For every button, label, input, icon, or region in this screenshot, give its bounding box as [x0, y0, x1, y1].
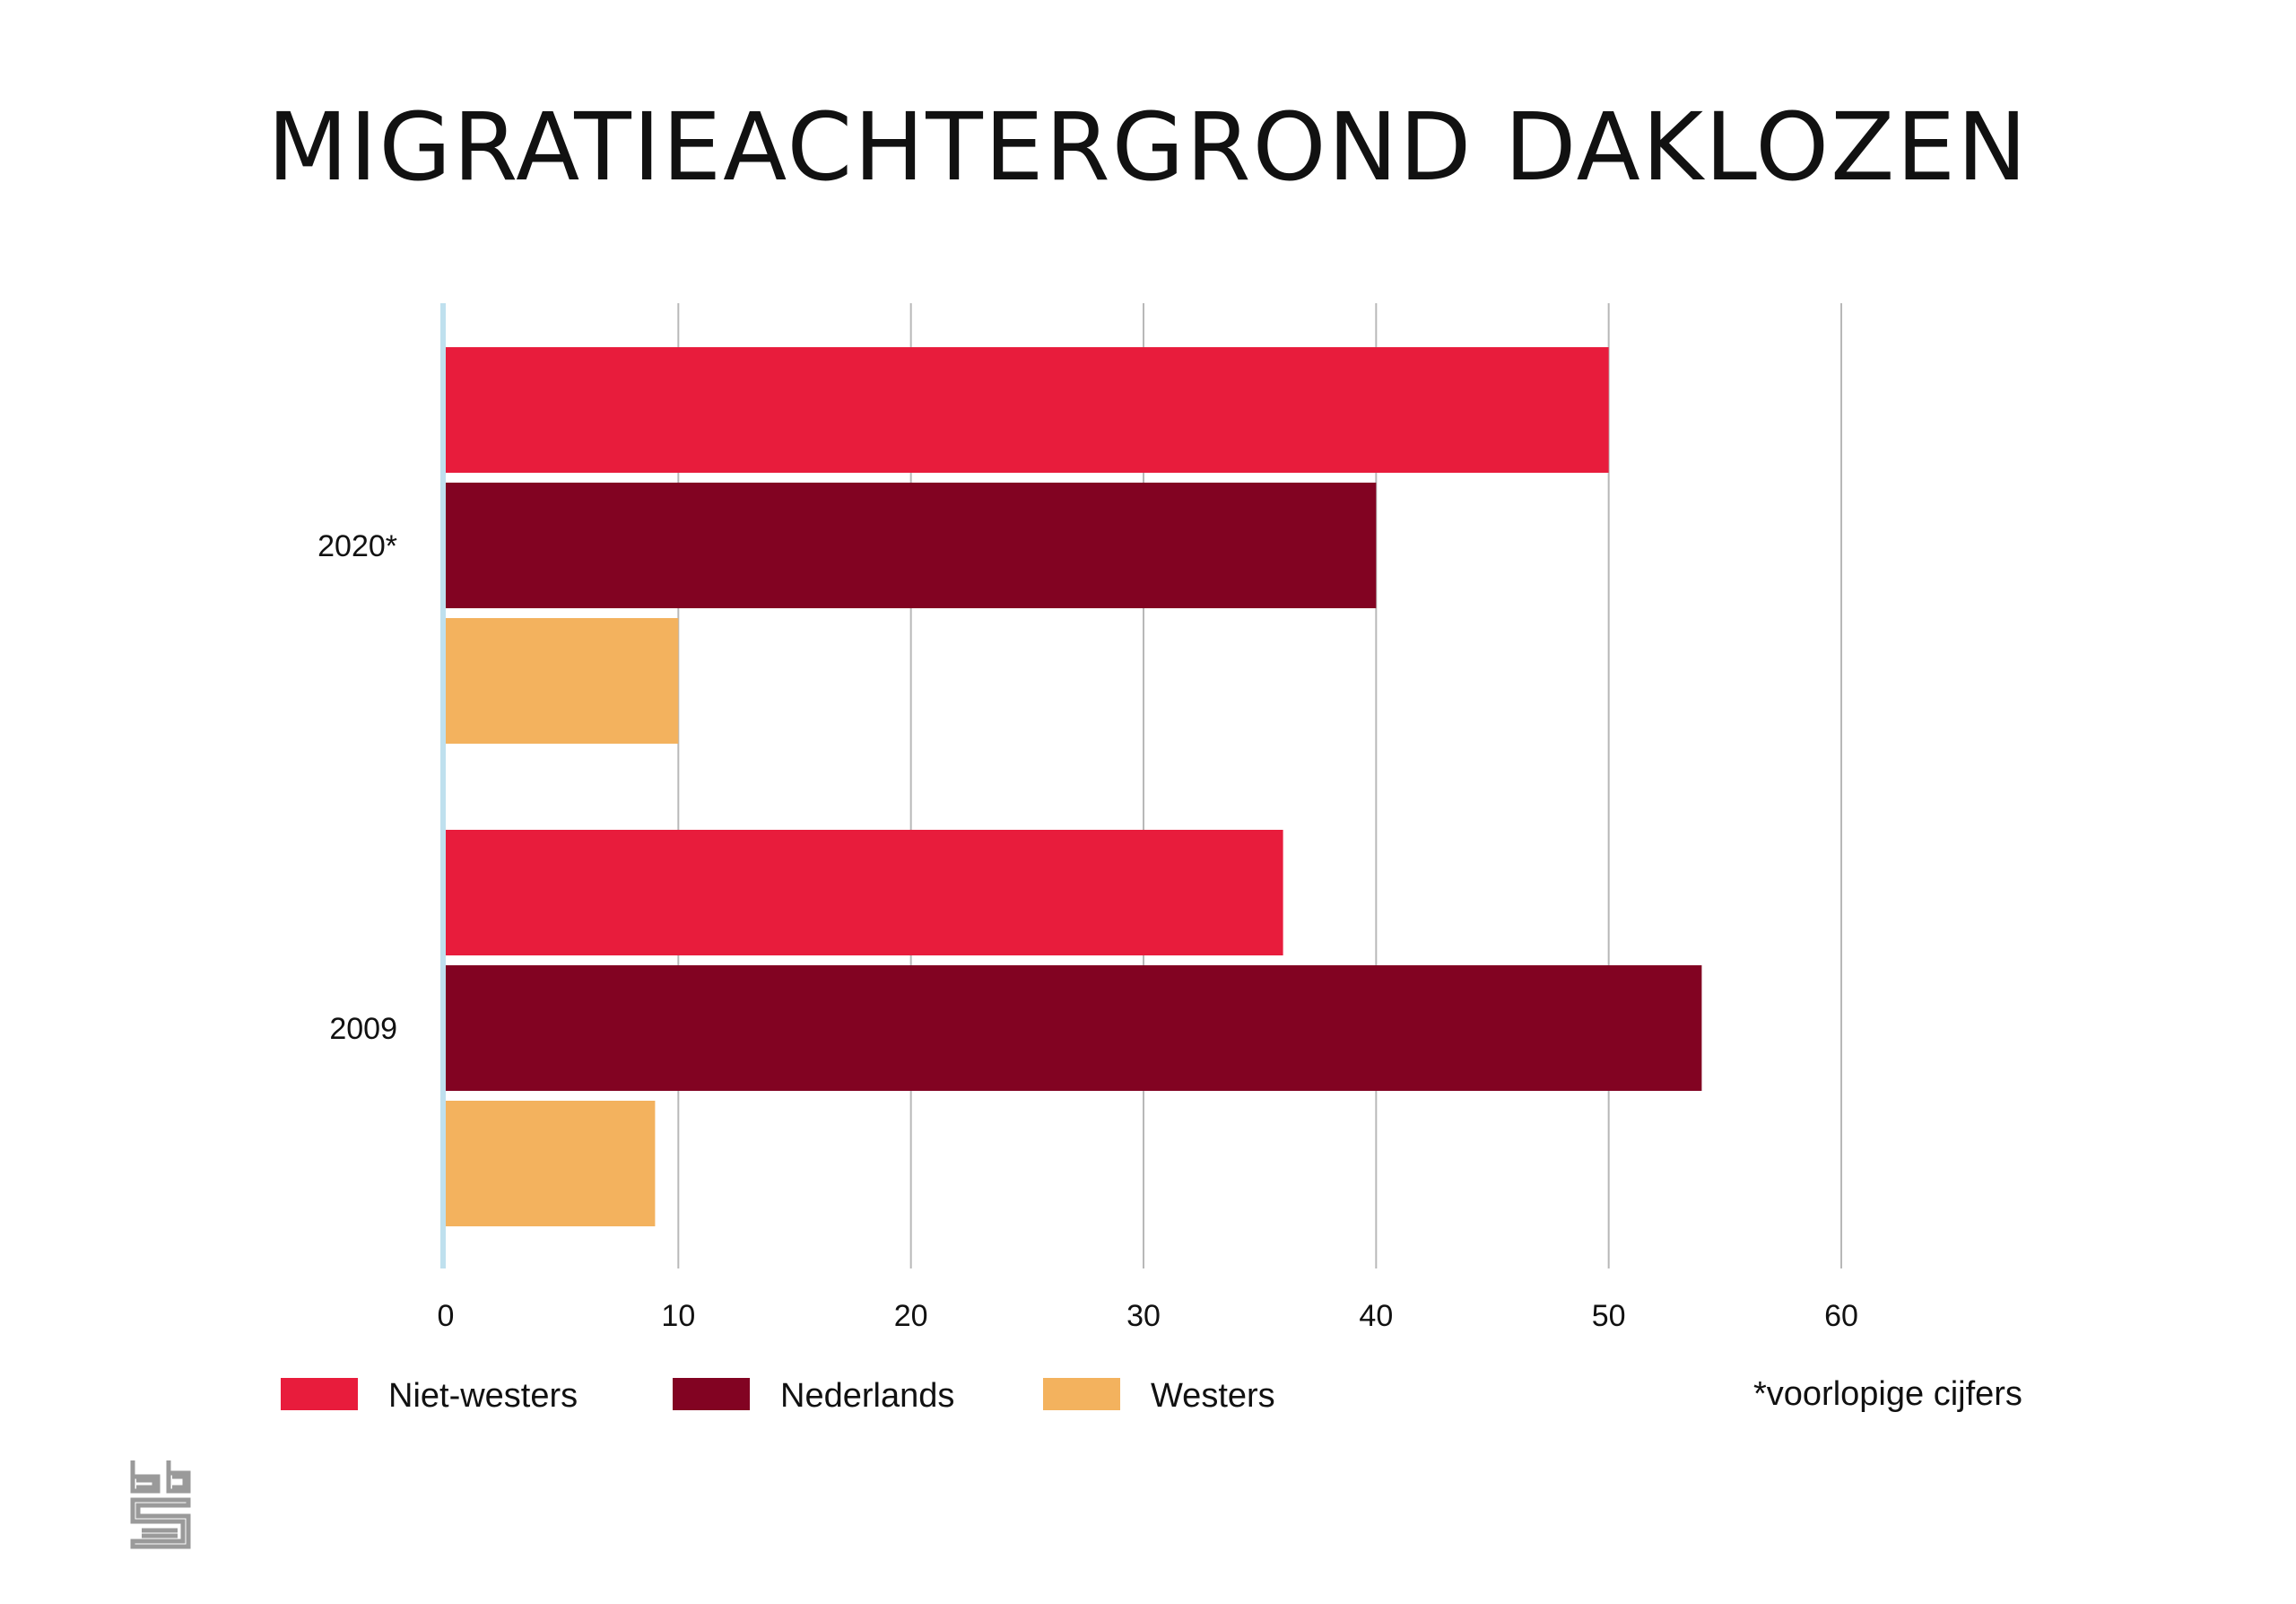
legend-label: Niet-westers: [388, 1377, 578, 1415]
x-tick-label: 10: [661, 1299, 695, 1333]
category-label: 2009: [329, 1012, 397, 1046]
bar: [446, 1101, 656, 1226]
legend-label: Westers: [1151, 1377, 1275, 1415]
bar: [446, 618, 679, 744]
x-tick-label: 20: [894, 1299, 928, 1333]
x-tick-label: 0: [438, 1299, 455, 1333]
cbs-logo: [130, 1460, 191, 1549]
legend-swatch: [281, 1378, 358, 1410]
legend-swatch: [673, 1378, 750, 1410]
category-labels: 2020* 2009: [317, 529, 397, 1046]
legend: Niet-westers Nederlands Westers: [281, 1377, 1275, 1415]
chart-title: MIGRATIEACHTERGROND DAKLOZEN: [267, 92, 2029, 202]
legend-swatch: [1043, 1378, 1120, 1410]
category-label: 2020*: [317, 529, 397, 563]
bar: [446, 830, 1283, 955]
x-tick-label: 60: [1824, 1299, 1858, 1333]
x-tick-label: 40: [1359, 1299, 1393, 1333]
bar: [446, 965, 1702, 1091]
x-tick-labels: 0 10 20 30 40 50 60: [438, 1299, 1858, 1333]
x-tick-label: 50: [1592, 1299, 1626, 1333]
legend-label: Nederlands: [780, 1377, 954, 1415]
footnote: *voorlopige cijfers: [1753, 1375, 2022, 1413]
bar: [446, 483, 1377, 608]
bar: [446, 347, 1609, 473]
bars: [446, 347, 1702, 1226]
x-tick-label: 30: [1126, 1299, 1161, 1333]
